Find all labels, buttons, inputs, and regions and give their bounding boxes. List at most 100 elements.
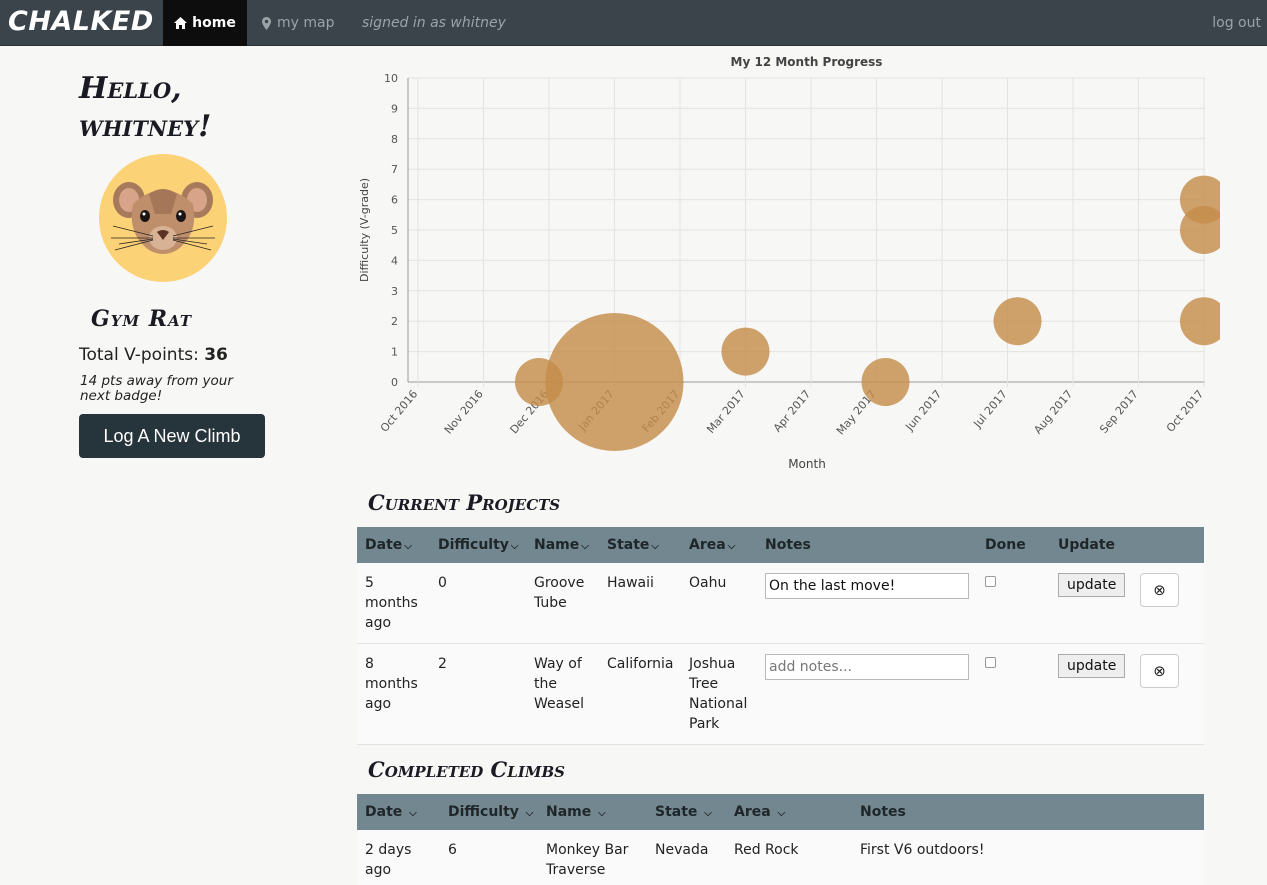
row-date: 2 days ago [357, 830, 440, 885]
row-delete-cell: ⊗ [1132, 563, 1204, 644]
col-notes: Notes [852, 794, 1204, 830]
data-point [545, 313, 684, 451]
col-notes: Notes [757, 527, 977, 563]
row-update-cell: update [1050, 563, 1132, 644]
x-axis-label: Month [788, 457, 826, 471]
x-tick-label: Mar 2017 [704, 388, 748, 436]
greeting: Hello, whitney! [79, 70, 279, 146]
col-delete [1132, 527, 1204, 563]
col-difficulty-label: Difficulty [448, 804, 519, 820]
row-notes-cell [757, 643, 977, 745]
projects-header-row: Date ⌵ Difficulty ⌵ Name ⌵ State ⌵ Area ⌵ Not… [357, 527, 1204, 563]
y-tick-label: 3 [391, 285, 398, 298]
row-name: Monkey Bar Traverse [538, 830, 647, 885]
notes-input[interactable] [765, 654, 969, 680]
close-circle-icon: ⊗ [1153, 662, 1166, 680]
log-new-climb-button[interactable]: Log A New Climb [79, 414, 265, 458]
col-state-label: State [655, 804, 698, 820]
col-difficulty[interactable]: Difficulty ⌵ [430, 527, 526, 563]
row-notes: First V6 outdoors! [852, 830, 1204, 885]
table-row: 5 months ago 0 Groove Tube Hawaii Oahu u… [357, 563, 1204, 644]
greeting-line-2: whitney! [79, 109, 212, 144]
logout-link[interactable]: log out [1212, 15, 1261, 31]
table-row: 8 months ago 2 Way of the Weasel Califor… [357, 643, 1204, 745]
col-date[interactable]: Date ⌵ [357, 527, 430, 563]
data-point [721, 327, 770, 376]
vpoints: Total V-points: 36 [79, 345, 228, 365]
delete-button[interactable]: ⊗ [1140, 573, 1179, 607]
x-tick-label: Oct 2016 [378, 388, 420, 435]
x-tick-label: Apr 2017 [771, 388, 813, 435]
row-done-cell [977, 643, 1050, 745]
nav-home[interactable]: home [163, 0, 247, 46]
y-tick-label: 10 [384, 72, 398, 85]
col-name-label: Name [546, 804, 592, 820]
row-state: Nevada [647, 830, 726, 885]
vpoints-value: 36 [204, 345, 228, 365]
col-update: Update [1050, 527, 1132, 563]
row-area: Joshua Tree National Park [681, 643, 757, 745]
close-circle-icon: ⊗ [1153, 581, 1166, 599]
done-checkbox[interactable] [985, 576, 996, 587]
col-area[interactable]: Area ⌵ [681, 527, 757, 563]
home-icon [174, 17, 188, 29]
completed-header-row: Date ⌵ Difficulty ⌵ Name ⌵ State ⌵ Area … [357, 794, 1204, 830]
x-tick-label: Aug 2017 [1031, 388, 1075, 437]
badge-name: Gym Rat [91, 306, 193, 332]
y-tick-label: 1 [391, 346, 398, 359]
map-marker-icon [262, 16, 271, 30]
notes-input[interactable] [765, 573, 969, 599]
col-name[interactable]: Name ⌵ [538, 794, 647, 830]
col-area-label: Area [734, 804, 771, 820]
col-name-label: Name [534, 537, 580, 553]
y-tick-label: 6 [391, 194, 398, 207]
row-area: Oahu [681, 563, 757, 644]
data-point [1180, 175, 1220, 224]
y-tick-label: 9 [391, 102, 398, 115]
table-row: 2 days ago 6 Monkey Bar Traverse Nevada … [357, 830, 1204, 885]
y-tick-label: 4 [391, 254, 398, 267]
col-area-label: Area [689, 537, 726, 553]
chevron-down-icon: ⌵ [651, 541, 660, 552]
chevron-down-icon: ⌵ [777, 808, 786, 819]
col-date[interactable]: Date ⌵ [357, 794, 440, 830]
x-tick-label: Nov 2016 [442, 388, 486, 437]
nav-my-map[interactable]: my map [262, 0, 334, 46]
col-state-label: State [607, 537, 650, 553]
y-tick-label: 0 [391, 376, 398, 389]
col-state[interactable]: State ⌵ [599, 527, 681, 563]
data-point [993, 297, 1042, 346]
update-button[interactable]: update [1058, 654, 1126, 678]
chevron-down-icon: ⌵ [510, 541, 519, 552]
x-tick-label: Sep 2017 [1097, 388, 1141, 436]
col-area[interactable]: Area ⌵ [726, 794, 852, 830]
chevron-down-icon: ⌵ [409, 808, 417, 819]
navbar: CHALKED home my map signed in as whitney… [0, 0, 1267, 46]
col-name[interactable]: Name ⌵ [526, 527, 599, 563]
completed-table: Date ⌵ Difficulty ⌵ Name ⌵ State ⌵ Area … [357, 794, 1204, 885]
row-done-cell [977, 563, 1050, 644]
chevron-down-icon: ⌵ [727, 541, 736, 552]
done-checkbox[interactable] [985, 657, 996, 668]
col-difficulty-label: Difficulty [438, 537, 509, 553]
delete-button[interactable]: ⊗ [1140, 654, 1179, 688]
points-away-text: 14 pts away from your next badge! [80, 373, 233, 404]
signed-in-text: signed in as whitney [362, 15, 506, 31]
brand-logo[interactable]: CHALKED [8, 6, 154, 37]
col-state[interactable]: State ⌵ [647, 794, 726, 830]
row-difficulty: 6 [440, 830, 538, 885]
y-axis-label: Difficulty (V-grade) [358, 178, 371, 282]
chevron-down-icon: ⌵ [404, 541, 412, 552]
x-tick-label: Jun 2017 [902, 388, 944, 434]
vpoints-label: Total V-points: [79, 345, 205, 365]
row-date: 8 months ago [357, 643, 430, 745]
row-delete-cell: ⊗ [1132, 643, 1204, 745]
data-point [1180, 297, 1220, 346]
update-button[interactable]: update [1058, 573, 1126, 597]
completed-climbs-title: Completed Climbs [368, 757, 565, 782]
x-tick-label: Oct 2017 [1164, 388, 1206, 435]
row-notes-cell [757, 563, 977, 644]
nav-home-label: home [192, 15, 236, 31]
col-date-label: Date [365, 804, 403, 820]
col-difficulty[interactable]: Difficulty ⌵ [440, 794, 538, 830]
